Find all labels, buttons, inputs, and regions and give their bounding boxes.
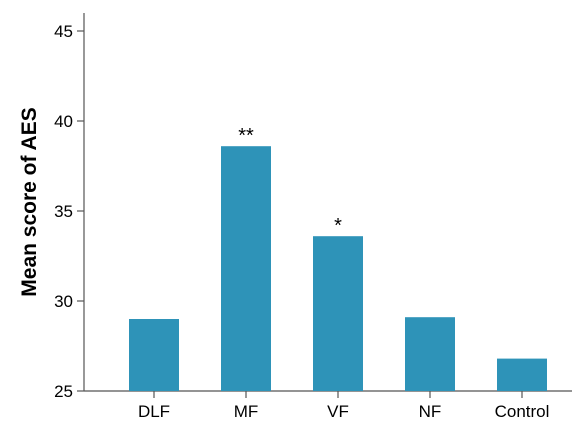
bar-vf bbox=[313, 236, 363, 391]
y-tick-label: 25 bbox=[54, 382, 73, 401]
x-axis: DLF MF VF NF Control bbox=[84, 390, 572, 421]
bar-control bbox=[497, 358, 547, 391]
y-axis: 25 30 35 40 45 bbox=[54, 13, 85, 401]
x-tick-label: NF bbox=[419, 402, 442, 421]
y-tick-label: 40 bbox=[54, 112, 73, 131]
bar-mf bbox=[221, 146, 271, 391]
bar-nf bbox=[405, 317, 455, 391]
significance-marker: ** bbox=[238, 125, 254, 147]
x-tick-label: VF bbox=[327, 402, 349, 421]
x-tick-label: MF bbox=[234, 402, 259, 421]
y-axis-title: Mean score of AES bbox=[18, 107, 41, 296]
x-tick-label: Control bbox=[495, 402, 550, 421]
y-tick-label: 30 bbox=[54, 292, 73, 311]
significance-marker: * bbox=[334, 215, 342, 237]
y-tick-label: 35 bbox=[54, 202, 73, 221]
significance-annotations: *** bbox=[238, 125, 342, 237]
x-tick-label: DLF bbox=[138, 402, 170, 421]
bars bbox=[129, 146, 547, 391]
y-tick-label: 45 bbox=[54, 22, 73, 41]
bar-dlf bbox=[129, 319, 179, 391]
